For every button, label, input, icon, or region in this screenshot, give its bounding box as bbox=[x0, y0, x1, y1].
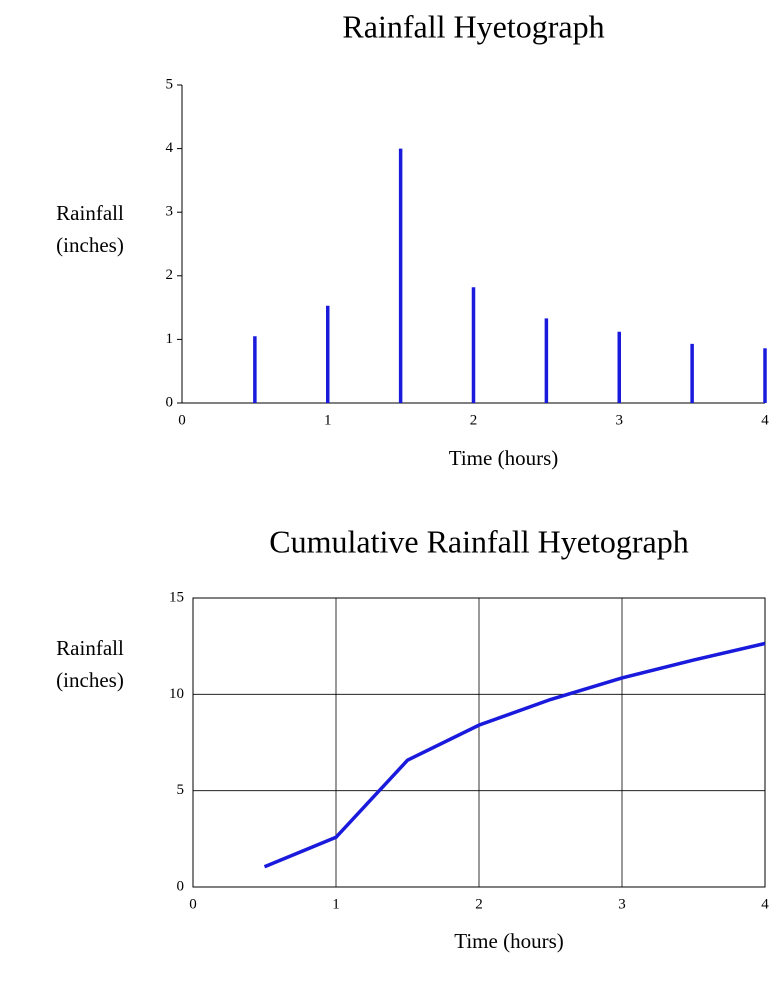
x-tick-label: 4 bbox=[761, 896, 769, 912]
chart-title: Cumulative Rainfall Hyetograph bbox=[269, 523, 688, 559]
y-tick-label: 5 bbox=[177, 782, 185, 798]
line bbox=[263, 641, 766, 869]
x-tick-label: 0 bbox=[189, 896, 197, 912]
y-axis-label: Rainfall bbox=[56, 201, 124, 225]
y-axis-label: Rainfall bbox=[56, 636, 124, 660]
y-tick-label: 0 bbox=[166, 394, 174, 410]
x-tick-label: 1 bbox=[332, 896, 340, 912]
x-tick-label: 3 bbox=[616, 412, 624, 428]
y-axis-label: (inches) bbox=[56, 668, 124, 692]
chart-title: Rainfall Hyetograph bbox=[342, 8, 604, 44]
y-tick-label: 5 bbox=[166, 76, 174, 92]
x-tick-label: 2 bbox=[475, 896, 483, 912]
y-tick-label: 2 bbox=[166, 267, 174, 283]
x-tick-label: 3 bbox=[618, 896, 626, 912]
y-tick-label: 10 bbox=[169, 686, 184, 702]
y-tick-label: 3 bbox=[166, 204, 174, 220]
y-tick-label: 4 bbox=[166, 140, 174, 156]
y-axis-label: (inches) bbox=[56, 233, 124, 257]
x-tick-label: 1 bbox=[324, 412, 332, 428]
x-tick-label: 4 bbox=[761, 412, 769, 428]
x-tick-label: 0 bbox=[178, 412, 186, 428]
y-tick-label: 15 bbox=[169, 589, 184, 605]
x-axis-label: Time (hours) bbox=[454, 929, 563, 953]
y-tick-label: 0 bbox=[177, 878, 185, 894]
x-axis-label: Time (hours) bbox=[449, 446, 558, 470]
y-tick-label: 1 bbox=[166, 331, 174, 347]
x-tick-label: 2 bbox=[470, 412, 478, 428]
